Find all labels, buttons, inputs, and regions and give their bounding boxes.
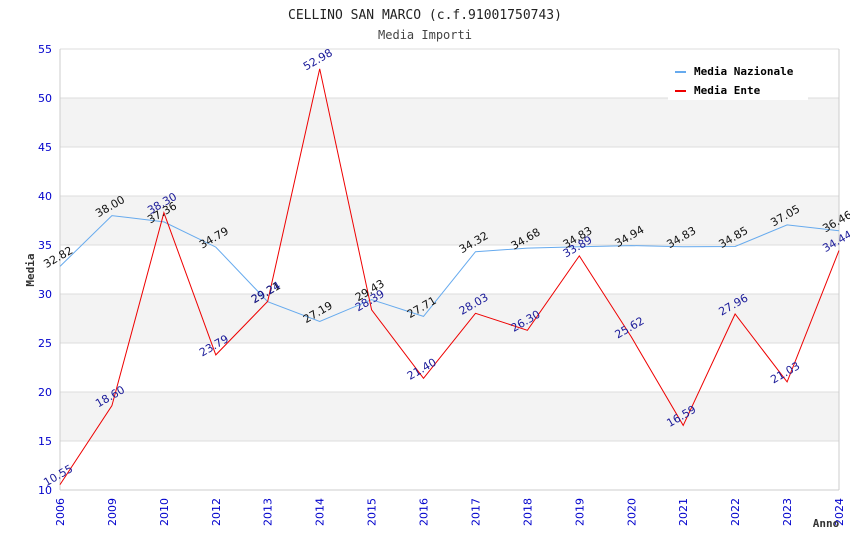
x-tick-label: 2024 bbox=[833, 498, 846, 526]
x-tick-label: 2022 bbox=[729, 498, 742, 526]
y-tick-label: 10 bbox=[38, 484, 52, 497]
y-axis-ticks: 10 15 20 25 30 35 40 45 50 55 bbox=[38, 43, 52, 497]
x-tick-label: 2010 bbox=[158, 498, 171, 526]
legend-background bbox=[668, 58, 808, 100]
grid-lines bbox=[59, 48, 840, 491]
x-tick-label: 2018 bbox=[521, 498, 534, 526]
legend-label-ente: Media Ente bbox=[694, 84, 761, 97]
plot-band bbox=[60, 98, 839, 147]
x-tick-label: 2016 bbox=[418, 498, 431, 526]
series-line-nazionale bbox=[59, 215, 840, 323]
plot-band bbox=[60, 147, 839, 196]
legend-swatch-ente bbox=[675, 90, 686, 92]
y-tick-label: 15 bbox=[38, 435, 52, 448]
plot-background bbox=[60, 49, 839, 490]
x-tick-label: 2009 bbox=[106, 498, 119, 526]
legend-swatch-nazionale bbox=[675, 71, 686, 73]
y-tick-label: 45 bbox=[38, 141, 52, 154]
y-tick-label: 55 bbox=[38, 43, 52, 56]
x-tick-label: 2012 bbox=[210, 498, 223, 526]
y-tick-label: 50 bbox=[38, 92, 52, 105]
y-tick-label: 20 bbox=[38, 386, 52, 399]
plot-band bbox=[60, 343, 839, 392]
plot-band bbox=[60, 441, 839, 490]
plot-band bbox=[60, 245, 839, 294]
plot-band bbox=[60, 392, 839, 441]
legend: Media Nazionale Media Ente bbox=[668, 58, 808, 100]
x-tick-label: 2015 bbox=[366, 498, 379, 526]
chart-subtitle: Media Importi bbox=[378, 28, 472, 42]
series-line-ente bbox=[59, 68, 840, 485]
x-tick-label: 2020 bbox=[625, 498, 638, 526]
y-tick-label: 25 bbox=[38, 337, 52, 350]
x-axis-ticks: 2006 2009 2010 2012 2013 2014 2015 2016 2017 2018… bbox=[54, 498, 846, 526]
x-tick-label: 2014 bbox=[314, 498, 327, 526]
x-tick-label: 2017 bbox=[469, 498, 482, 526]
legend-label-nazionale: Media Nazionale bbox=[694, 65, 794, 78]
y-tick-label: 30 bbox=[38, 288, 52, 301]
x-tick-label: 2006 bbox=[54, 498, 67, 526]
x-tick-label: 2019 bbox=[573, 498, 586, 526]
series-lines bbox=[59, 68, 840, 485]
y-axis-label: Media bbox=[24, 253, 37, 286]
x-tick-label: 2021 bbox=[677, 498, 690, 526]
y-tick-label: 40 bbox=[38, 190, 52, 203]
y-tick-label: 35 bbox=[38, 239, 52, 252]
x-axis-label: Anno bbox=[813, 517, 840, 530]
x-tick-label: 2013 bbox=[262, 498, 275, 526]
chart-title: CELLINO SAN MARCO (c.f.91001750743) bbox=[288, 8, 562, 23]
x-tick-label: 2023 bbox=[781, 498, 794, 526]
plot-band bbox=[60, 196, 839, 245]
plot-band bbox=[60, 294, 839, 343]
